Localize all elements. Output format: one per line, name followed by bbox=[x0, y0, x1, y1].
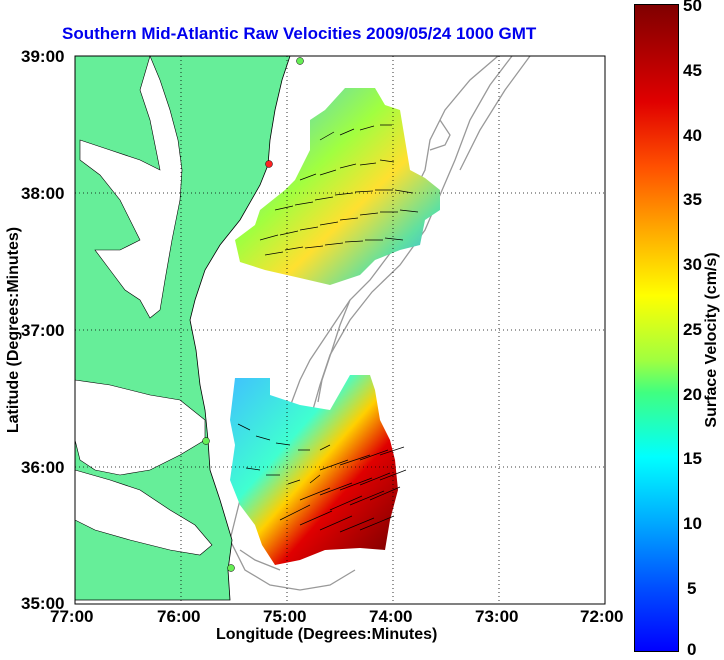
y-tick-label: 37:00 bbox=[21, 321, 65, 340]
y-tick-label: 38:00 bbox=[21, 184, 65, 203]
colorbar-title: Surface Velocity (cm/s) bbox=[703, 252, 720, 428]
colorbar-tick: 10 bbox=[683, 514, 702, 533]
x-tick-label: 74:00 bbox=[369, 607, 413, 626]
colorbar-tick: 20 bbox=[683, 385, 702, 404]
colorbar-tick: 50 bbox=[683, 0, 702, 15]
station-marker bbox=[202, 437, 210, 445]
north-velocity-field bbox=[235, 88, 440, 285]
colorbar bbox=[634, 4, 679, 652]
station-marker bbox=[227, 564, 235, 572]
velocity-vectors bbox=[237, 124, 419, 533]
map-title: Southern Mid-Atlantic Raw Velocities 200… bbox=[62, 24, 537, 43]
bathymetry-contours bbox=[229, 55, 531, 591]
y-tick-label: 36:00 bbox=[21, 458, 65, 477]
y-axis-label: Latitude (Degrees:Minutes) bbox=[5, 226, 22, 434]
station-marker bbox=[265, 160, 273, 168]
x-tick-label: 77:00 bbox=[50, 607, 94, 626]
colorbar-tick: 15 bbox=[683, 449, 702, 468]
x-axis-label: Longitude (Degrees:Minutes) bbox=[216, 626, 438, 643]
colorbar-tick: 30 bbox=[683, 255, 702, 274]
y-tick-label: 35:00 bbox=[21, 594, 65, 613]
colorbar-tick: 0 bbox=[687, 640, 697, 659]
colorbar-tick: 40 bbox=[683, 126, 702, 145]
colorbar-tick: 25 bbox=[683, 320, 702, 339]
x-tick-label: 72:00 bbox=[580, 607, 624, 626]
x-tick-label: 76:00 bbox=[157, 607, 201, 626]
bays bbox=[74, 55, 213, 556]
colorbar-tick: 5 bbox=[687, 579, 697, 598]
x-tick-label: 73:00 bbox=[475, 607, 519, 626]
station-marker bbox=[296, 57, 304, 65]
y-tick-label: 39:00 bbox=[21, 47, 65, 66]
colorbar-tick: 35 bbox=[683, 190, 702, 209]
x-tick-label: 75:00 bbox=[263, 607, 307, 626]
graticule bbox=[75, 56, 605, 604]
colorbar-tick: 45 bbox=[683, 61, 702, 80]
south-velocity-field bbox=[230, 375, 398, 565]
